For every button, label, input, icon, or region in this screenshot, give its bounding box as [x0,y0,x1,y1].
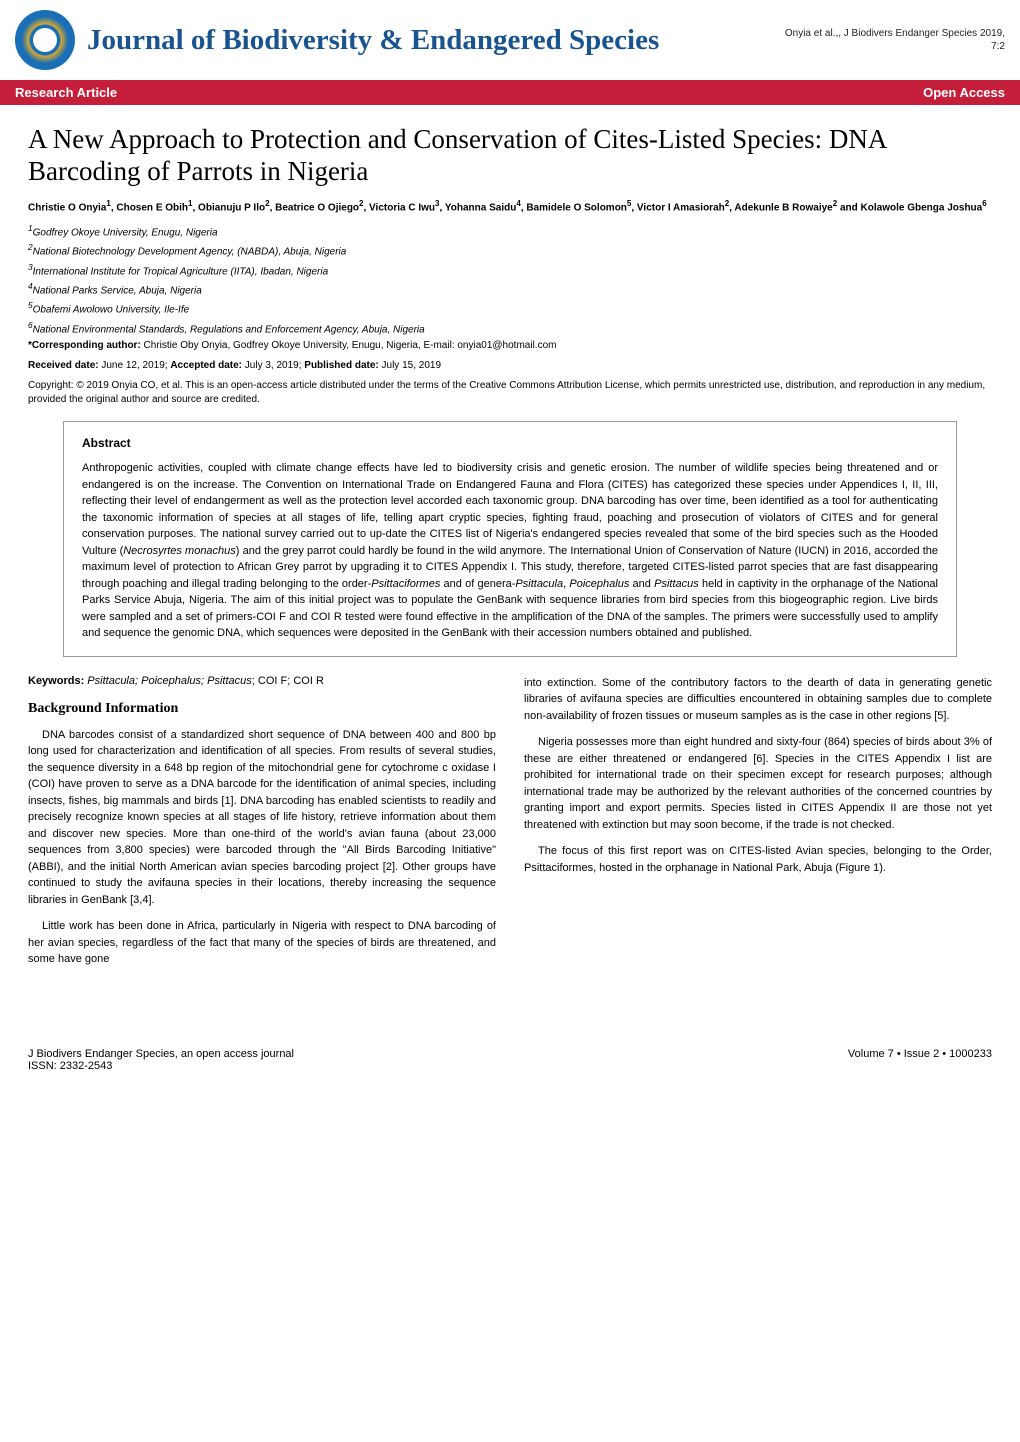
published-label: Published date: [304,360,378,371]
affiliation-6: 6National Environmental Standards, Regul… [28,320,992,335]
bg-para-2: Little work has been done in Africa, par… [28,918,496,968]
corresponding-text: Christie Oby Onyia, Godfrey Okoye Univer… [141,340,557,351]
accepted-label: Accepted date: [170,360,242,371]
journal-logo-icon [15,10,75,70]
citation-block: Onyia et al.,, J Biodivers Endanger Spec… [785,27,1005,53]
left-column: Keywords: Psittacula; Poicephalus; Psitt… [28,675,496,978]
dates-line: Received date: June 12, 2019; Accepted d… [28,359,992,373]
copyright-text: © 2019 Onyia CO, et al. This is an open-… [28,380,985,405]
abstract-text: Anthropogenic activities, coupled with c… [82,460,938,642]
footer-issn: ISSN: 2332-2543 [28,1060,294,1072]
affiliation-4: 4National Parks Service, Abuja, Nigeria [28,281,992,296]
abstract-box: Abstract Anthropogenic activities, coupl… [63,421,957,657]
article-type: Research Article [15,85,117,100]
access-type: Open Access [923,85,1005,100]
keywords-italic: Psittacula; Poicephalus; Psittacus [84,675,252,687]
affiliation-5: 5Obafemi Awolowo University, Ile-Ife [28,300,992,315]
copyright-line: Copyright: © 2019 Onyia CO, et al. This … [28,379,992,407]
citation-line1: Onyia et al.,, J Biodivers Endanger Spec… [785,27,1005,40]
affiliation-3: 3International Institute for Tropical Ag… [28,262,992,277]
keywords-line: Keywords: Psittacula; Poicephalus; Psitt… [28,675,496,687]
accepted-date: July 3, 2019; [242,360,304,371]
header-bar: Journal of Biodiversity & Endangered Spe… [0,0,1020,80]
copyright-label: Copyright: [28,380,74,391]
article-title: A New Approach to Protection and Conserv… [28,123,992,188]
background-heading: Background Information [28,701,496,717]
bg-para-4: Nigeria possesses more than eight hundre… [524,734,992,833]
journal-title: Journal of Biodiversity & Endangered Spe… [87,24,785,57]
footer-left: J Biodivers Endanger Species, an open ac… [28,1048,294,1072]
right-column: into extinction. Some of the contributor… [524,675,992,978]
affiliation-2: 2National Biotechnology Development Agen… [28,242,992,257]
received-date: June 12, 2019; [99,360,171,371]
corresponding-author: *Corresponding author: Christie Oby Onyi… [28,339,992,353]
citation-line2: 7:2 [785,40,1005,53]
bg-para-3: into extinction. Some of the contributor… [524,675,992,725]
footer-right: Volume 7 • Issue 2 • 1000233 [848,1048,992,1072]
two-column-body: Keywords: Psittacula; Poicephalus; Psitt… [28,675,992,978]
published-date: July 15, 2019 [379,360,441,371]
received-label: Received date: [28,360,99,371]
authors-list: Christie O Onyia1, Chosen E Obih1, Obian… [28,198,992,215]
keywords-rest: ; COI F; COI R [252,675,324,687]
red-bar: Research Article Open Access [0,80,1020,105]
bg-para-5: The focus of this first report was on CI… [524,843,992,876]
abstract-heading: Abstract [82,436,938,450]
page-footer: J Biodivers Endanger Species, an open ac… [0,1038,1020,1092]
affiliation-1: 1Godfrey Okoye University, Enugu, Nigeri… [28,223,992,238]
main-content: A New Approach to Protection and Conserv… [0,105,1020,1008]
footer-journal: J Biodivers Endanger Species, an open ac… [28,1048,294,1060]
bg-para-1: DNA barcodes consist of a standardized s… [28,727,496,909]
corresponding-label: *Corresponding author: [28,340,141,351]
keywords-label: Keywords: [28,675,84,687]
